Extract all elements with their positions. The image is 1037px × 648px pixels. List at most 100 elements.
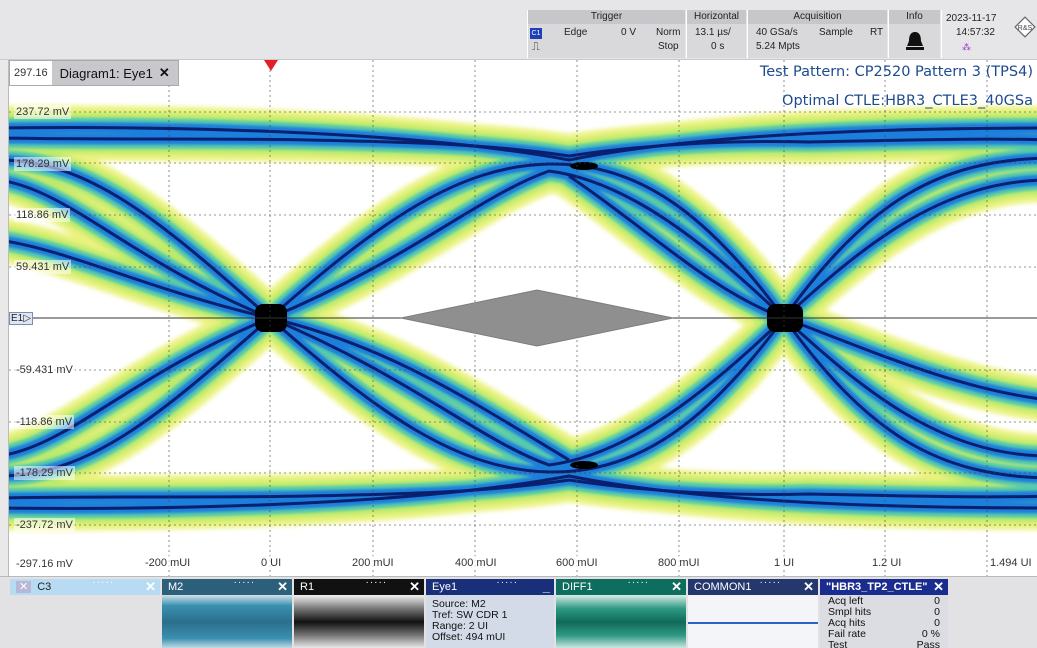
annotation-ctle: Optimal CTLE:HBR3_CTLE3_40GSa <box>782 93 1033 109</box>
diagram-tab[interactable]: 297.16 Diagram1: Eye1 ✕ <box>9 60 179 86</box>
signal-diff1[interactable]: DIFF1 ····· ✕ <box>556 579 686 648</box>
signal-eye1[interactable]: Eye1 ····· _ Source: M2 Tref: SW CDR 1 R… <box>426 579 554 648</box>
x-label: 1.2 UI <box>871 556 903 570</box>
top-toolbar: Trigger C1 ⎍ Edge 0 V Norm Stop Horizont… <box>0 0 1037 60</box>
mask-result-name: Acq left <box>828 595 864 607</box>
signal-diff1-close-button[interactable]: ✕ <box>671 579 682 594</box>
rs-logo: R&S <box>1014 16 1036 38</box>
y-label: -297.16 mV <box>14 557 75 571</box>
mask-result-value: 0 % <box>921 628 940 640</box>
acquisition-rate: 40 GSa/s <box>756 27 798 38</box>
signal-c3-close-button[interactable]: ✕ <box>145 579 156 594</box>
drag-handle-icon[interactable]: ····· <box>365 579 388 588</box>
trigger-mode: Norm <box>656 27 681 38</box>
horizontal-scale: 13.1 µs/ <box>695 27 731 38</box>
signal-eye1-header: Eye1 ····· _ <box>426 579 554 595</box>
x-label: 200 mUI <box>351 556 395 570</box>
eye1-offset: Offset: 494 mUI <box>432 631 506 643</box>
info-panel[interactable]: Info <box>888 10 940 58</box>
mask-result-value: 0 <box>934 606 940 618</box>
signal-common1-label: COMMON1 <box>694 581 752 593</box>
annotation-test-pattern: Test Pattern: CP2520 Pattern 3 (TPS4) <box>759 64 1033 80</box>
drag-handle-icon[interactable]: ····· <box>627 579 650 588</box>
signal-r1-header: R1 ····· ✕ <box>294 579 424 595</box>
mask-test-close-button[interactable]: ✕ <box>933 579 944 594</box>
x-label: 1 UI <box>773 556 796 570</box>
acquisition-header: Acquisition <box>748 10 887 24</box>
diagram-tab-close-button[interactable]: ✕ <box>158 65 170 80</box>
mask-result-value: 0 <box>934 617 940 629</box>
eye-diagram[interactable]: 297.16 Diagram1: Eye1 ✕ Test Pattern: CP… <box>8 60 1037 576</box>
info-header: Info <box>889 10 940 24</box>
x-label: -200 mUI <box>144 556 192 570</box>
signal-m2-close-button[interactable]: ✕ <box>277 579 288 594</box>
y-label: 59.431 mV <box>14 260 72 274</box>
channel-offset-marker[interactable]: E1▷ <box>9 312 33 325</box>
trigger-level: 0 V <box>621 27 637 38</box>
y-max-label: 297.16 <box>10 61 52 85</box>
y-label: -59.431 mV <box>14 363 75 377</box>
signal-diff1-label: DIFF1 <box>562 581 593 593</box>
datetime-panel: 2023-11-17 14:57:32 ⁂ R&S <box>941 10 1037 58</box>
acquisition-rt: RT <box>870 27 884 38</box>
drag-handle-icon[interactable]: ····· <box>92 579 115 588</box>
mask-test-panel[interactable]: "HBR3_TP2_CTLE" ✕ Acq left 0 Smpl hits 0 A… <box>820 579 948 648</box>
signal-common1[interactable]: COMMON1 ····· ✕ <box>688 579 818 648</box>
drag-handle-icon[interactable]: ····· <box>759 579 782 588</box>
horizontal-position: 0 s <box>711 41 725 52</box>
signal-eye1-minimize-button[interactable]: _ <box>542 579 550 594</box>
signal-c3[interactable]: ✕ C3 ····· ✕ <box>10 579 160 648</box>
signal-common1-close-button[interactable]: ✕ <box>803 579 814 594</box>
mask-result-row: Smpl hits 0 <box>828 607 940 618</box>
rs-logo-text: R&S <box>1018 25 1033 32</box>
mask-result-name: Test <box>828 639 848 648</box>
signal-r1-close-button[interactable]: ✕ <box>409 579 420 594</box>
signal-m2-header: M2 ····· ✕ <box>162 579 292 595</box>
acquisition-points: 5.24 Mpts <box>756 41 800 52</box>
x-label: 600 mUI <box>555 556 599 570</box>
mask-result-row: Fail rate 0 % <box>828 629 940 640</box>
eye1-source: Source: M2 <box>432 598 486 610</box>
mask-result-row: Test Pass <box>828 640 940 648</box>
bell-icon <box>906 32 924 50</box>
mask-result-name: Acq hits <box>828 617 866 629</box>
x-label: 1.494 UI <box>989 556 1033 570</box>
trigger-panel[interactable]: Trigger C1 ⎍ Edge 0 V Norm Stop <box>527 10 685 58</box>
trigger-edge-icon: ⎍ <box>532 41 540 53</box>
trigger-position-marker[interactable] <box>264 60 278 71</box>
horizontal-panel[interactable]: Horizontal 13.1 µs/ 0 s <box>686 10 746 58</box>
signal-m2[interactable]: M2 ····· ✕ <box>162 579 292 648</box>
mask-test-results: Acq left 0 Smpl hits 0 Acq hits 0 Fail rate… <box>820 595 948 648</box>
signal-r1[interactable]: R1 ····· ✕ <box>294 579 424 648</box>
y-label: 237.72 mV <box>14 105 72 119</box>
signal-common1-header: COMMON1 ····· ✕ <box>688 579 818 595</box>
channel-marker-label: E1 <box>11 313 24 324</box>
time-text: 14:57:32 <box>956 27 995 38</box>
eye1-tref: Tref: SW CDR 1 <box>432 609 508 621</box>
mask-test-label: "HBR3_TP2_CTLE" <box>826 581 928 593</box>
mask-test-header: "HBR3_TP2_CTLE" ✕ <box>820 579 948 595</box>
y-label: -178.29 mV <box>14 466 75 480</box>
trigger-header: Trigger <box>528 10 685 24</box>
eye1-range: Range: 2 UI <box>432 620 489 632</box>
horizontal-header: Horizontal <box>687 10 746 24</box>
x-label: 0 UI <box>260 556 283 570</box>
mask-result-value: Pass <box>916 639 940 648</box>
drag-handle-icon[interactable]: ····· <box>233 579 256 588</box>
y-label: -237.72 mV <box>14 518 75 532</box>
signal-bar: ✕ C3 ····· ✕ M2 ····· ✕ R1 ····· ✕ <box>0 576 1037 648</box>
signal-diff1-header: DIFF1 ····· ✕ <box>556 579 686 595</box>
signal-r1-label: R1 <box>300 581 315 593</box>
mask-result-name: Smpl hits <box>828 606 872 618</box>
signal-m2-label: M2 <box>168 581 184 593</box>
signal-diff1-thumbnail <box>556 595 686 648</box>
mask-result-value: 0 <box>934 595 940 607</box>
date-text: 2023-11-17 <box>946 13 997 24</box>
trigger-type: Edge <box>564 27 588 38</box>
drag-handle-icon[interactable]: ····· <box>496 579 519 588</box>
mask-result-row: Acq left 0 <box>828 596 940 607</box>
signal-eye1-info: Source: M2 Tref: SW CDR 1 Range: 2 UI Of… <box>426 595 554 643</box>
acquisition-panel[interactable]: Acquisition 40 GSa/s Sample RT 5.24 Mpts <box>747 10 887 58</box>
trigger-source-badge: C1 <box>530 28 542 39</box>
